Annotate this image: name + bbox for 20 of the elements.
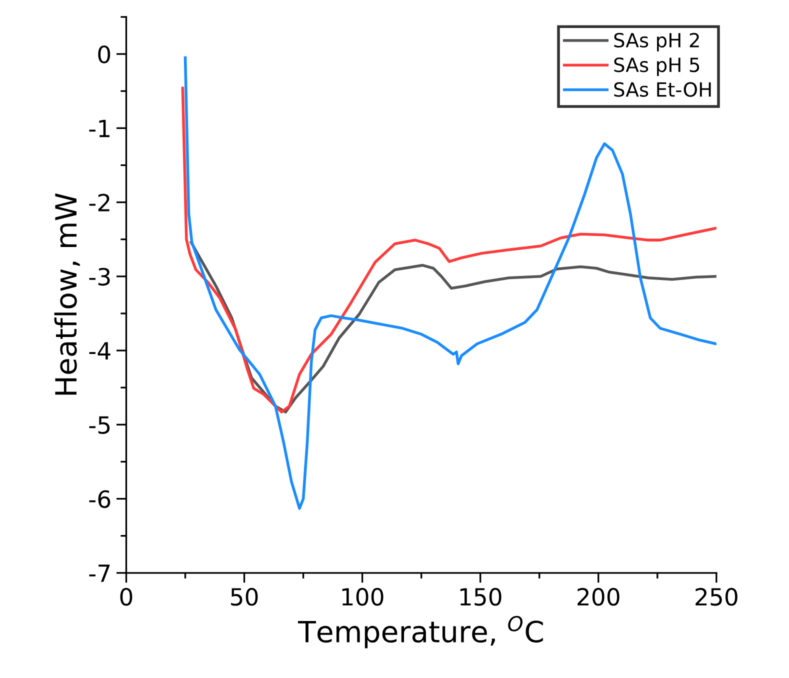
x-tick-label: 150	[460, 588, 502, 606]
y-tick-label: -4	[89, 342, 110, 360]
line-series	[184, 56, 716, 510]
y-tick-label: -7	[89, 564, 110, 582]
x-tick-label: 50	[231, 588, 258, 606]
legend-label: SAs pH 5	[614, 58, 700, 76]
y-tick-label: -1	[89, 120, 110, 138]
y-tick-label: 0	[98, 45, 110, 64]
x-tick-label: 200	[578, 588, 620, 606]
y-tick-label: -3	[89, 268, 110, 286]
y-tick-label: -5	[89, 416, 110, 434]
y-axis-title: Heatflow, mW	[54, 193, 80, 395]
legend-label: SAs Et-OH	[614, 82, 711, 97]
x-axis-title: Temperature, $^{O}$C	[298, 616, 543, 648]
x-tick-label: 250	[696, 588, 738, 606]
y-tick-label: -2	[89, 194, 110, 212]
y-tick-label: -6	[89, 490, 110, 508]
legend-label: SAs pH 2	[614, 32, 699, 52]
x-tick-label: 0	[120, 588, 132, 606]
x-tick-label: 100	[342, 588, 384, 606]
